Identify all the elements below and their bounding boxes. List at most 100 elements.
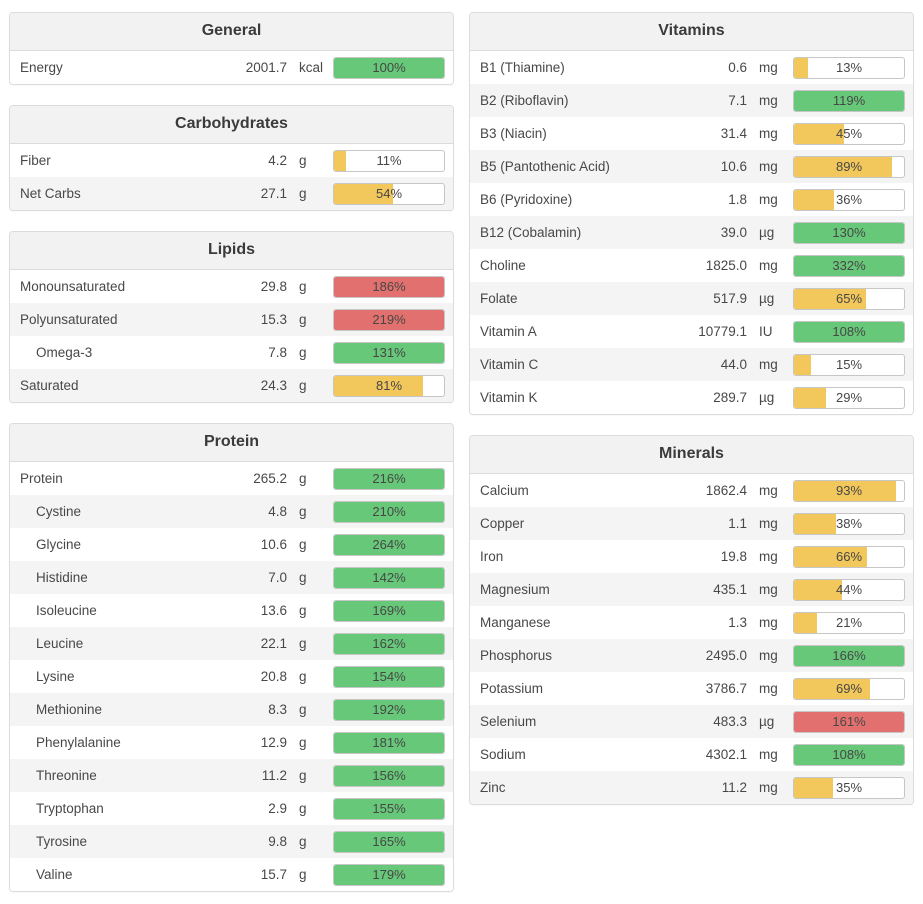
- nutrient-row[interactable]: Vitamin A 10779.1 IU 108%: [470, 315, 913, 348]
- nutrient-unit: mg: [759, 483, 778, 498]
- nutrient-row[interactable]: Manganese 1.3 mg 21%: [470, 606, 913, 639]
- nutrient-value: 7.1: [728, 93, 747, 108]
- nutrient-name: B3 (Niacin): [480, 126, 547, 141]
- panel-title-protein: Protein: [10, 424, 453, 462]
- percent-bar-fill: [794, 354, 811, 375]
- nutrient-row[interactable]: Net Carbs 27.1 g 54%: [10, 177, 453, 210]
- nutrient-row[interactable]: Phenylalanine 12.9 g 181%: [10, 726, 453, 759]
- nutrient-unit: g: [299, 867, 307, 882]
- percent-bar-fill: [794, 222, 904, 243]
- percent-label: 119%: [832, 93, 866, 108]
- percent-label: 332%: [832, 258, 866, 273]
- nutrient-row[interactable]: Copper 1.1 mg 38%: [470, 507, 913, 540]
- nutrient-name: Vitamin A: [480, 324, 537, 339]
- percent-bar: 192%: [333, 698, 445, 721]
- nutrient-name: Isoleucine: [36, 603, 97, 618]
- nutrient-row[interactable]: Glycine 10.6 g 264%: [10, 528, 453, 561]
- percent-bar: 169%: [333, 599, 445, 622]
- nutrient-value: 3786.7: [705, 681, 747, 696]
- nutrient-value: 435.1: [713, 582, 747, 597]
- nutrient-name: Potassium: [480, 681, 544, 696]
- percent-bar: 35%: [793, 776, 905, 799]
- nutrient-value: 4.2: [268, 153, 287, 168]
- percent-bar: 108%: [793, 320, 905, 343]
- nutrient-row[interactable]: Tryptophan 2.9 g 155%: [10, 792, 453, 825]
- nutrient-value: 31.4: [720, 126, 747, 141]
- nutrient-row[interactable]: Cystine 4.8 g 210%: [10, 495, 453, 528]
- nutrient-name: Polyunsaturated: [20, 312, 118, 327]
- nutrient-unit: g: [299, 471, 307, 486]
- nutrient-row[interactable]: Fiber 4.2 g 11%: [10, 144, 453, 177]
- nutrient-row[interactable]: Zinc 11.2 mg 35%: [470, 771, 913, 804]
- nutrient-row[interactable]: Folate 517.9 µg 65%: [470, 282, 913, 315]
- nutrient-value: 9.8: [268, 834, 287, 849]
- percent-label: 89%: [835, 159, 863, 174]
- nutrient-name: Omega-3: [36, 345, 93, 360]
- percent-label: 154%: [372, 669, 406, 684]
- nutrient-value: 265.2: [253, 471, 287, 486]
- nutrient-value: 10779.1: [698, 324, 747, 339]
- nutrient-row[interactable]: Histidine 7.0 g 142%: [10, 561, 453, 594]
- nutrient-value: 483.3: [713, 714, 747, 729]
- nutrient-unit: mg: [759, 126, 778, 141]
- nutrient-row[interactable]: Methionine 8.3 g 192%: [10, 693, 453, 726]
- nutrient-row[interactable]: Threonine 11.2 g 156%: [10, 759, 453, 792]
- nutrient-row[interactable]: B2 (Riboflavin) 7.1 mg 119%: [470, 84, 913, 117]
- nutrient-row[interactable]: Monounsaturated 29.8 g 186%: [10, 270, 453, 303]
- nutrient-value: 1.3: [728, 615, 747, 630]
- percent-bar: 54%: [333, 182, 445, 205]
- nutrient-row[interactable]: Selenium 483.3 µg 161%: [470, 705, 913, 738]
- percent-bar: 93%: [793, 479, 905, 502]
- nutrient-unit: g: [299, 570, 307, 585]
- nutrient-row[interactable]: Saturated 24.3 g 81%: [10, 369, 453, 402]
- nutrient-row[interactable]: Tyrosine 9.8 g 165%: [10, 825, 453, 858]
- nutrient-row[interactable]: Lysine 20.8 g 154%: [10, 660, 453, 693]
- percent-label: 108%: [832, 324, 866, 339]
- nutrient-row[interactable]: Valine 15.7 g 179%: [10, 858, 453, 891]
- nutrient-row[interactable]: Phosphorus 2495.0 mg 166%: [470, 639, 913, 672]
- nutrient-name: Tryptophan: [36, 801, 104, 816]
- percent-bar-fill: [794, 123, 844, 144]
- nutrient-row[interactable]: B3 (Niacin) 31.4 mg 45%: [470, 117, 913, 150]
- nutrient-row[interactable]: Polyunsaturated 15.3 g 219%: [10, 303, 453, 336]
- nutrient-row[interactable]: Calcium 1862.4 mg 93%: [470, 474, 913, 507]
- panel-title-minerals: Minerals: [470, 436, 913, 474]
- nutrient-row[interactable]: Choline 1825.0 mg 332%: [470, 249, 913, 282]
- nutrient-unit: mg: [759, 159, 778, 174]
- nutrient-row[interactable]: Protein 265.2 g 216%: [10, 462, 453, 495]
- nutrient-row[interactable]: B6 (Pyridoxine) 1.8 mg 36%: [470, 183, 913, 216]
- nutrient-name: B1 (Thiamine): [480, 60, 565, 75]
- nutrient-row[interactable]: B5 (Pantothenic Acid) 10.6 mg 89%: [470, 150, 913, 183]
- percent-bar-fill: [334, 57, 444, 78]
- nutrient-row[interactable]: Vitamin K 289.7 µg 29%: [470, 381, 913, 414]
- percent-label: 11%: [376, 153, 402, 168]
- nutrient-row[interactable]: B12 (Cobalamin) 39.0 µg 130%: [470, 216, 913, 249]
- percent-bar-fill: [334, 732, 444, 753]
- percent-label: 93%: [835, 483, 863, 498]
- panel-body-lipids: Monounsaturated 29.8 g 186% Polyunsaturated 1…: [10, 270, 453, 402]
- percent-label: 29%: [835, 390, 863, 405]
- nutrient-row[interactable]: Potassium 3786.7 mg 69%: [470, 672, 913, 705]
- nutrient-row[interactable]: Leucine 22.1 g 162%: [10, 627, 453, 660]
- nutrient-value: 44.0: [720, 357, 747, 372]
- nutrient-row[interactable]: Omega-3 7.8 g 131%: [10, 336, 453, 369]
- nutrient-row[interactable]: Isoleucine 13.6 g 169%: [10, 594, 453, 627]
- nutrient-value: 10.6: [720, 159, 747, 174]
- nutrient-name: B6 (Pyridoxine): [480, 192, 573, 207]
- nutrient-name: Zinc: [480, 780, 506, 795]
- nutrient-row[interactable]: Iron 19.8 mg 66%: [470, 540, 913, 573]
- nutrient-unit: mg: [759, 582, 778, 597]
- nutrient-unit: g: [299, 312, 307, 327]
- left-column: General Energy 2001.7 kcal 100% Carbohydrates…: [9, 12, 454, 892]
- nutrient-row[interactable]: Sodium 4302.1 mg 108%: [470, 738, 913, 771]
- nutrient-row[interactable]: B1 (Thiamine) 0.6 mg 13%: [470, 51, 913, 84]
- percent-bar-fill: [794, 57, 809, 78]
- percent-label: 216%: [372, 471, 406, 486]
- percent-label: 186%: [372, 279, 406, 294]
- nutrient-row[interactable]: Vitamin C 44.0 mg 15%: [470, 348, 913, 381]
- nutrient-unit: IU: [759, 324, 773, 339]
- nutrient-row[interactable]: Magnesium 435.1 mg 44%: [470, 573, 913, 606]
- nutrient-row[interactable]: Energy 2001.7 kcal 100%: [10, 51, 453, 84]
- nutrient-name: Phenylalanine: [36, 735, 121, 750]
- nutrient-name: B2 (Riboflavin): [480, 93, 569, 108]
